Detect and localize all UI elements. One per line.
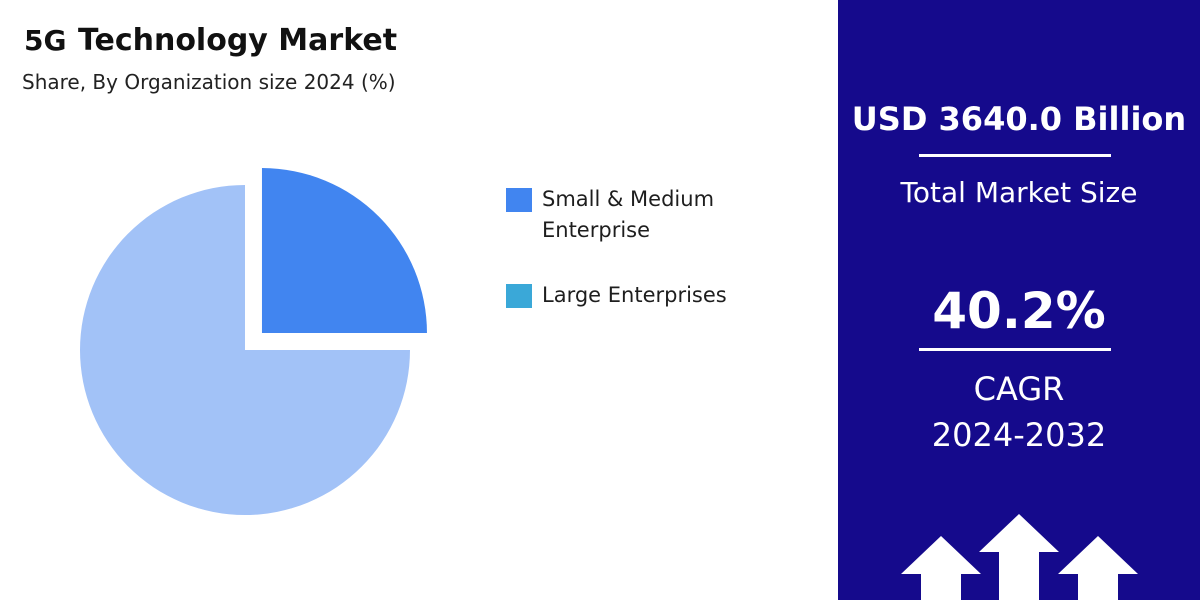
page-title: Technology Market <box>78 22 398 58</box>
cagr-period: 2024-2032 <box>931 416 1107 454</box>
stats-panel: USD 3640.0 Billion Total Market Size 40.… <box>838 0 1200 600</box>
market-size-label: Total Market Size <box>900 176 1138 209</box>
brand-logo: 5G <box>22 20 76 60</box>
title-row: 5G Technology Market <box>22 18 397 62</box>
legend-label-sme: Small & Medium Enterprise <box>542 184 714 246</box>
divider-cagr <box>919 348 1111 351</box>
pie-slice-sme <box>261 168 427 334</box>
up-arrow-icon-1 <box>901 536 981 600</box>
legend-item-large: Large Enterprises <box>506 280 806 311</box>
legend-label-sme-line1: Small & Medium <box>542 187 715 211</box>
legend-swatch-large <box>506 284 532 308</box>
up-arrow-icon-3 <box>1058 536 1138 600</box>
chart-legend: Small & Medium Enterprise Large Enterpri… <box>506 184 806 345</box>
cagr-label-block: CAGR 2024-2032 <box>838 366 1200 458</box>
legend-item-sme: Small & Medium Enterprise <box>506 184 806 246</box>
cagr-value: 40.2% <box>932 282 1106 340</box>
cagr-label: CAGR <box>973 370 1065 408</box>
chart-subtitle: Share, By Organization size 2024 (%) <box>22 70 396 94</box>
up-arrow-icon-2 <box>979 514 1059 600</box>
pie-chart <box>80 168 427 515</box>
growth-arrows-icon <box>901 514 1138 600</box>
chart-area: 5G Technology Market Share, By Organizat… <box>22 18 806 515</box>
legend-label-sme-line2: Enterprise <box>542 218 651 242</box>
logo-text: 5G <box>24 24 67 57</box>
market-size-value: USD 3640.0 Billion <box>851 100 1187 138</box>
legend-swatch-sme <box>506 188 532 212</box>
divider-market-size <box>919 154 1111 157</box>
pie-slice-large-enterprises <box>80 185 410 515</box>
legend-label-large: Large Enterprises <box>542 283 727 307</box>
